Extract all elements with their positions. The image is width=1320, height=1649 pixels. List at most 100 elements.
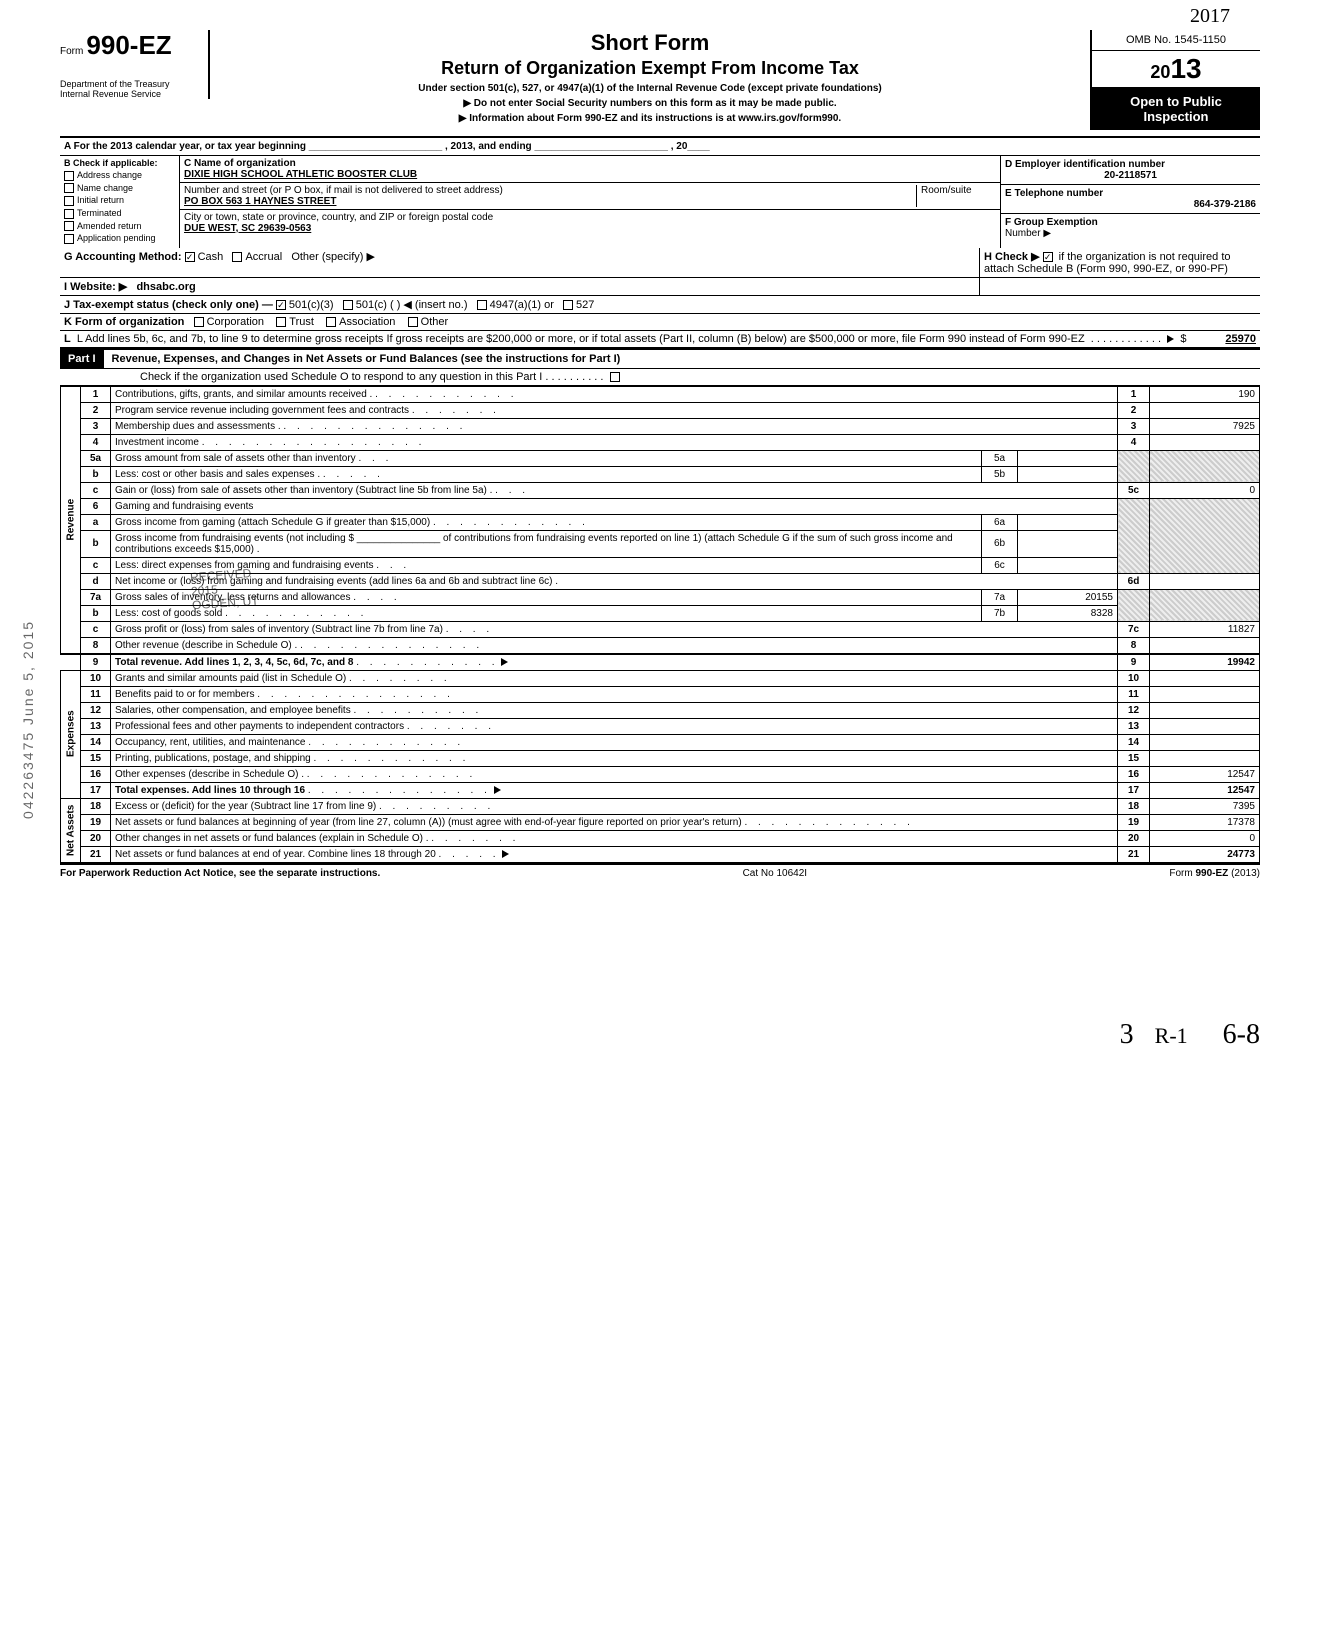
arrow-icon: [494, 786, 501, 794]
line-1: Revenue 1 Contributions, gifts, grants, …: [61, 386, 1260, 402]
line-21: 21Net assets or fund balances at end of …: [61, 846, 1260, 862]
chk-amended: Amended return: [64, 221, 175, 232]
line-5a: 5aGross amount from sale of assets other…: [61, 450, 1260, 466]
line-5b: bLess: cost or other basis and sales exp…: [61, 466, 1260, 482]
line-13: 13Professional fees and other payments t…: [61, 718, 1260, 734]
line-8: 8Other revenue (describe in Schedule O) …: [61, 637, 1260, 654]
line-4: 4Investment income . . . . . . . . . . .…: [61, 434, 1260, 450]
city-label: City or town, state or province, country…: [184, 212, 493, 223]
room-suite: Room/suite: [916, 185, 996, 207]
form-ref: Form 990-EZ (2013): [1169, 868, 1260, 879]
gross-receipts: 25970: [1225, 333, 1256, 345]
city-state-zip: DUE WEST, SC 29639-0563: [184, 223, 311, 234]
line-2: 2Program service revenue including gover…: [61, 402, 1260, 418]
section-h: H Check ▶ if the organization is not req…: [980, 248, 1260, 277]
omb-number: OMB No. 1545-1150: [1092, 30, 1260, 51]
chk-address: Address change: [64, 170, 175, 181]
part1-table: Revenue 1 Contributions, gifts, grants, …: [60, 386, 1260, 863]
line-11: 11Benefits paid to or for members . . . …: [61, 686, 1260, 702]
section-d-label: D Employer identification number: [1005, 159, 1165, 170]
tax-year: 20201313: [1092, 51, 1260, 88]
section-c: C Name of organization DIXIE HIGH SCHOOL…: [180, 156, 1000, 248]
paperwork-notice: For Paperwork Reduction Act Notice, see …: [60, 868, 380, 879]
chk-assoc[interactable]: [326, 317, 336, 327]
chk-4947[interactable]: [477, 300, 487, 310]
line-6d: dNet income or (loss) from gaming and fu…: [61, 573, 1260, 589]
cat-no: Cat No 10642I: [743, 868, 808, 879]
org-name: DIXIE HIGH SCHOOL ATHLETIC BOOSTER CLUB: [184, 169, 417, 180]
handwritten-year: 2017: [1190, 5, 1230, 28]
line-19: 19Net assets or fund balances at beginni…: [61, 814, 1260, 830]
section-gh: G Accounting Method: Cash Accrual Other …: [60, 248, 1260, 278]
warn-ssn: ▶ Do not enter Social Security numbers o…: [220, 98, 1080, 109]
line-6b: bGross income from fundraising events (n…: [61, 530, 1260, 557]
chk-527[interactable]: [563, 300, 573, 310]
short-form-title: Short Form: [220, 30, 1080, 56]
section-c-label: C Name of organization: [184, 158, 296, 169]
form-header: Form 990-EZ Department of the Treasury I…: [60, 30, 1260, 138]
line-16: 16Other expenses (describe in Schedule O…: [61, 766, 1260, 782]
street-address: PO BOX 563 1 HAYNES STREET: [184, 196, 336, 207]
section-b-label: B Check if applicable:: [64, 158, 175, 168]
chk-h[interactable]: [1043, 252, 1053, 262]
form-label: Form: [60, 46, 83, 57]
section-i: I Website: ▶ dhsabc.org: [60, 278, 1260, 296]
arrow-icon: [1167, 335, 1174, 343]
chk-corp[interactable]: [194, 317, 204, 327]
addr-label: Number and street (or P O box, if mail i…: [184, 185, 503, 196]
chk-pending: Application pending: [64, 233, 175, 244]
chk-cash[interactable]: [185, 252, 195, 262]
chk-name: Name change: [64, 183, 175, 194]
line-5c: cGain or (loss) from sale of assets othe…: [61, 482, 1260, 498]
section-a-row: A For the 2013 calendar year, or tax yea…: [60, 138, 1260, 156]
section-k: K Form of organization Corporation Trust…: [60, 314, 1260, 331]
chk-initial: Initial return: [64, 195, 175, 206]
line-18: Net Assets 18Excess or (deficit) for the…: [61, 798, 1260, 814]
section-g-label: G Accounting Method:: [64, 251, 182, 263]
chk-501c3[interactable]: [276, 300, 286, 310]
line-9: 9Total revenue. Add lines 1, 2, 3, 4, 5c…: [61, 654, 1260, 671]
return-title: Return of Organization Exempt From Incom…: [220, 58, 1080, 79]
section-f-number: Number ▶: [1005, 228, 1051, 239]
section-l: L L Add lines 5b, 6c, and 7b, to line 9 …: [60, 331, 1260, 348]
line-6: 6Gaming and fundraising events: [61, 498, 1260, 514]
dept-treasury: Department of the Treasury Internal Reve…: [60, 79, 200, 99]
warn-info: ▶ Information about Form 990-EZ and its …: [220, 113, 1080, 124]
line-6a: aGross income from gaming (attach Schedu…: [61, 514, 1260, 530]
phone: 864-379-2186: [1005, 199, 1256, 210]
title-block: Short Form Return of Organization Exempt…: [210, 30, 1090, 128]
chk-scho[interactable]: [610, 372, 620, 382]
under-section: Under section 501(c), 527, or 4947(a)(1)…: [220, 83, 1080, 94]
open-public-badge: Open to Public Inspection: [1092, 88, 1260, 130]
line-20: 20Other changes in net assets or fund ba…: [61, 830, 1260, 846]
part1-check-row: Check if the organization used Schedule …: [60, 369, 1260, 386]
part1-title: Revenue, Expenses, and Changes in Net As…: [104, 350, 1260, 368]
chk-accrual[interactable]: [232, 252, 242, 262]
chk-other[interactable]: [408, 317, 418, 327]
line-7c: cGross profit or (loss) from sales of in…: [61, 621, 1260, 637]
line-3: 3Membership dues and assessments . . . .…: [61, 418, 1260, 434]
chk-terminated: Terminated: [64, 208, 175, 219]
line-10: Expenses 10Grants and similar amounts pa…: [61, 670, 1260, 686]
form-number: 990-EZ: [86, 30, 171, 60]
arrow-icon: [502, 850, 509, 858]
line-17: 17Total expenses. Add lines 10 through 1…: [61, 782, 1260, 798]
website: dhsabc.org: [136, 281, 195, 293]
footer: For Paperwork Reduction Act Notice, see …: [60, 863, 1260, 879]
line-14: 14Occupancy, rent, utilities, and mainte…: [61, 734, 1260, 750]
line-15: 15Printing, publications, postage, and s…: [61, 750, 1260, 766]
section-b: B Check if applicable: Address change Na…: [60, 156, 180, 248]
expenses-label: Expenses: [61, 670, 81, 798]
section-a-text: A For the 2013 calendar year, or tax yea…: [60, 138, 1260, 155]
chk-trust[interactable]: [276, 317, 286, 327]
netassets-label: Net Assets: [61, 798, 81, 862]
section-def: D Employer identification number 20-2118…: [1000, 156, 1260, 248]
section-e-label: E Telephone number: [1005, 188, 1103, 199]
ein: 20-2118571: [1005, 170, 1256, 181]
omb-block: 2017 OMB No. 1545-1150 20201313 Open to …: [1090, 30, 1260, 130]
part1-header: Part I Revenue, Expenses, and Changes in…: [60, 348, 1260, 369]
bcdef-row: B Check if applicable: Address change Na…: [60, 156, 1260, 248]
side-stamp: 042263475 June 5, 2015: [20, 620, 36, 819]
chk-501c[interactable]: [343, 300, 353, 310]
received-stamp: RECEIVED2015OGDEN, UT: [190, 565, 259, 612]
